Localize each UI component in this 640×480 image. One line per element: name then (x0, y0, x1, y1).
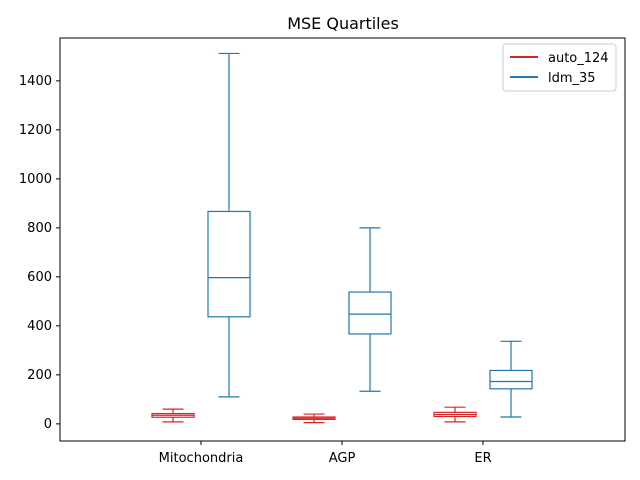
legend-box (502, 43, 617, 92)
y-tick-label: 1400 (19, 74, 52, 89)
y-tick-label: 600 (27, 270, 52, 285)
chart-title: MSE Quartiles (287, 14, 399, 33)
x-tick-label: Mitochondria (159, 451, 244, 466)
y-tick-label: 800 (27, 221, 52, 236)
y-tick-label: 400 (27, 319, 52, 334)
legend: auto_124 ldm_35 (502, 43, 617, 92)
y-tick-label: 200 (27, 368, 52, 383)
x-tick-label: ER (474, 451, 491, 466)
y-axis: 0 200 400 600 800 1000 1200 1400 (19, 74, 60, 432)
box-ldm_35-mitochondria (207, 52, 251, 398)
x-axis: Mitochondria AGP ER (159, 441, 492, 466)
y-tick-label: 1000 (19, 172, 52, 187)
y-tick-label: 1200 (19, 123, 52, 138)
box-ldm_35-agp (348, 227, 392, 392)
box-auto_124-agp (292, 413, 336, 424)
legend-label-auto_124: auto_124 (548, 51, 609, 66)
plot-border (59, 37, 626, 442)
y-tick-label: 0 (44, 417, 52, 432)
x-tick-label: AGP (329, 451, 356, 466)
box-auto_124-er (433, 406, 477, 423)
legend-label-ldm_35: ldm_35 (548, 71, 596, 86)
plot-area (60, 38, 625, 441)
box-series-group (151, 52, 533, 424)
box-ldm_35-er (489, 340, 533, 418)
box-auto_124-mitochondria (151, 408, 195, 423)
